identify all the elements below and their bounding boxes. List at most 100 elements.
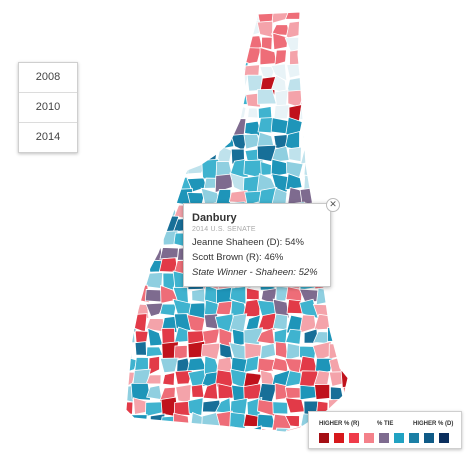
town-polygon[interactable] [132,33,149,51]
town-polygon[interactable] [341,62,361,81]
town-polygon[interactable] [117,130,136,152]
town-polygon[interactable] [145,302,165,317]
town-polygon[interactable] [270,145,290,163]
town-polygon[interactable] [301,8,315,22]
town-polygon[interactable] [313,172,334,191]
town-polygon[interactable] [245,92,261,108]
town-polygon[interactable] [341,158,360,180]
town-polygon[interactable] [131,215,149,235]
town-polygon[interactable] [257,357,276,373]
town-polygon[interactable] [146,74,164,94]
town-polygon[interactable] [328,261,347,278]
town-polygon[interactable] [257,312,277,331]
town-polygon[interactable] [328,343,347,360]
town-polygon[interactable] [203,79,221,96]
town-polygon[interactable] [299,384,318,401]
town-polygon[interactable] [176,34,192,50]
town-polygon[interactable] [341,302,357,319]
town-polygon[interactable] [133,177,152,193]
town-polygon[interactable] [315,132,331,150]
town-polygon[interactable] [131,103,150,123]
town-polygon[interactable] [135,160,151,179]
town-polygon[interactable] [187,397,204,416]
town-polygon[interactable] [230,10,249,25]
town-polygon[interactable] [341,356,358,375]
year-button-2008[interactable]: 2008 [19,63,77,93]
town-polygon[interactable] [273,104,290,120]
town-polygon[interactable] [284,397,306,414]
town-polygon[interactable] [133,202,148,220]
town-polygon[interactable] [317,90,333,109]
town-polygon[interactable] [340,89,355,108]
town-polygon[interactable] [117,301,137,318]
town-polygon[interactable] [215,8,235,24]
town-polygon[interactable] [130,130,152,149]
town-polygon[interactable] [299,34,318,53]
town-polygon[interactable] [190,8,204,25]
town-polygon[interactable] [329,47,347,67]
town-polygon[interactable] [131,47,150,65]
town-polygon[interactable] [122,401,134,415]
town-polygon[interactable] [158,63,178,79]
town-polygon[interactable] [173,117,194,136]
town-polygon[interactable] [160,188,180,204]
town-polygon[interactable] [145,5,166,26]
year-button-2010[interactable]: 2010 [19,93,77,123]
town-polygon[interactable] [327,77,343,94]
town-polygon[interactable] [145,374,162,385]
town-polygon[interactable] [118,62,135,79]
town-polygon[interactable] [312,105,333,124]
town-polygon[interactable] [344,203,359,222]
town-polygon[interactable] [300,61,317,80]
town-polygon[interactable] [318,48,330,66]
town-polygon[interactable] [327,299,348,320]
town-polygon[interactable] [200,34,219,54]
town-polygon[interactable] [133,120,147,135]
town-polygon[interactable] [340,187,361,206]
town-polygon[interactable] [118,173,137,191]
town-polygon[interactable] [120,218,136,231]
town-polygon[interactable] [159,247,179,260]
town-polygon[interactable] [341,76,356,92]
town-polygon[interactable] [343,258,361,277]
town-polygon[interactable] [130,261,149,274]
town-polygon[interactable] [313,36,331,52]
town-polygon[interactable] [259,46,278,66]
town-polygon[interactable] [131,7,151,24]
town-polygon[interactable] [175,383,192,404]
town-polygon[interactable] [148,89,165,109]
town-polygon[interactable] [173,313,192,332]
town-polygon[interactable] [327,145,346,163]
town-polygon[interactable] [159,8,177,23]
town-polygon[interactable] [175,76,193,95]
town-polygon[interactable] [145,204,166,220]
town-polygon[interactable] [190,19,204,37]
town-polygon[interactable] [118,258,134,274]
town-polygon[interactable] [256,20,274,38]
town-polygon[interactable] [119,18,136,37]
town-polygon[interactable] [342,116,359,134]
town-polygon[interactable] [118,117,134,135]
town-polygon[interactable] [188,130,207,151]
town-polygon[interactable] [300,146,317,165]
town-polygon[interactable] [341,34,360,48]
town-polygon[interactable] [162,372,175,386]
town-polygon[interactable] [341,341,359,362]
year-button-2014[interactable]: 2014 [35,131,61,143]
town-polygon[interactable] [204,49,221,67]
town-polygon[interactable] [175,18,192,38]
town-polygon[interactable] [217,64,234,81]
town-polygon[interactable] [201,427,220,445]
town-polygon[interactable] [130,190,150,207]
town-polygon[interactable] [130,146,152,166]
town-polygon[interactable] [330,19,344,39]
town-polygon[interactable] [202,118,219,138]
town-polygon[interactable] [159,105,176,123]
town-polygon[interactable] [261,36,273,51]
town-polygon[interactable] [187,92,206,109]
town-polygon[interactable] [299,186,320,205]
town-polygon[interactable] [314,19,331,39]
town-polygon[interactable] [215,103,236,124]
town-polygon[interactable] [134,341,147,356]
town-polygon[interactable] [189,119,204,135]
